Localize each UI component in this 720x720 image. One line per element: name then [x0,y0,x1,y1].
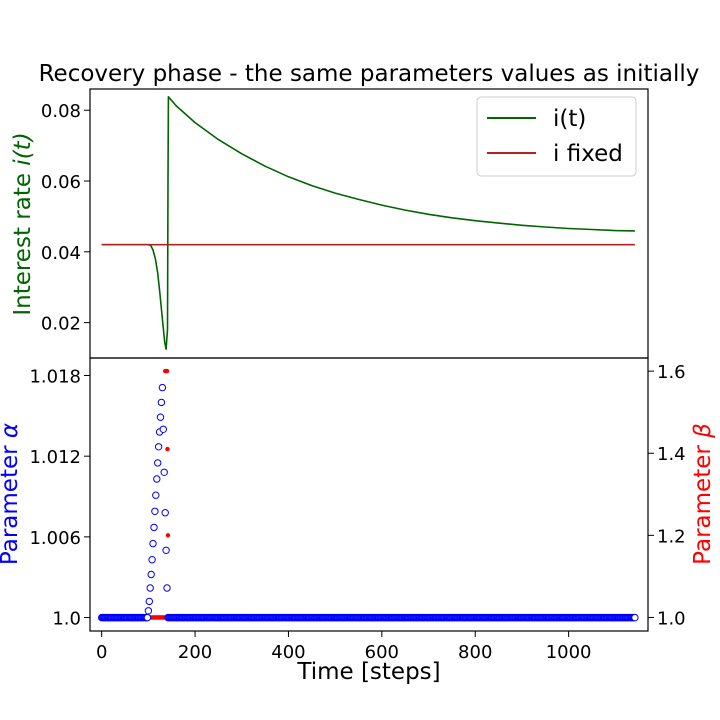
left-y-tick-label: 1.012 [29,447,81,468]
alpha-point [150,523,158,532]
left-y-tick-label: 1.0 [52,609,81,630]
alpha-point [154,459,162,467]
top-y-ticks: 0.02 0.04 0.06 0.08 [41,101,90,335]
alpha-point [157,398,166,407]
x-tick-label: 1000 [546,642,592,663]
top-y-axis-label: Interest rate i(t) [10,132,36,315]
bottom-plot-frame [89,357,649,632]
right-y-tick-label: 1.6 [657,362,686,383]
alpha-point [154,443,163,451]
left-y-tick-label: 1.006 [29,528,81,549]
alpha-point [147,570,155,579]
legend-label-i-t: i(t) [553,106,586,132]
alpha-point [143,613,152,622]
right-y-tick-label: 1.0 [657,608,686,629]
right-y-axis-label-text: Parameter [690,445,716,565]
chart-title: Recovery phase - the same parameters val… [39,61,700,87]
alpha-point [161,509,169,517]
top-y-axis-label-text: Interest rate [10,173,36,316]
left-y-axis-label-text: Parameter [0,445,23,565]
alpha-point [145,597,154,606]
top-y-axis-label-symbol: i(t) [10,132,36,165]
beta-point [165,533,171,538]
right-y-tick-label: 1.4 [657,444,686,465]
alpha-point [148,556,156,564]
top-y-tick-label: 0.04 [41,243,81,264]
bottom-ticks: 0 200 400 600 800 1000 1.0 1.006 1.012 1.018 1.0 1.… [29,362,685,663]
alpha-point [149,539,157,548]
legend-label-i-fixed: i fixed [553,141,623,167]
alpha-point [151,507,159,515]
alpha-point [163,584,171,592]
right-y-axis-label-symbol: β [690,423,716,439]
alpha-point [144,607,153,615]
alpha-point [159,425,168,433]
top-legend: i(t) i fixed [476,96,637,177]
left-y-axis-label: Parameter α [0,423,23,565]
top-y-tick-label: 0.08 [41,101,81,122]
alpha-point [158,383,167,392]
beta-point [165,446,170,452]
top-y-tick-label: 0.02 [41,314,81,335]
bottom-series [98,368,639,622]
x-tick-label: 0 [96,642,107,663]
left-y-axis-label-symbol: α [0,423,23,438]
beta-point [164,368,170,374]
top-y-tick-label: 0.06 [41,172,81,193]
alpha-point [152,491,160,499]
x-tick-label: 800 [458,642,492,663]
alpha-point [156,413,165,421]
alpha-point [160,468,168,476]
alpha-point [146,584,154,592]
x-axis-label: Time [steps] [296,659,440,685]
x-tick-label: 200 [178,642,212,663]
top-panel: Recovery phase - the same parameters val… [10,61,700,359]
top-series [101,96,635,351]
bottom-panel: 0 200 400 600 800 1000 1.0 1.006 1.012 1.018 1.0 1.… [0,357,716,685]
legend-box [476,96,637,177]
left-y-tick-label: 1.018 [29,366,81,387]
right-y-tick-label: 1.2 [657,526,686,547]
x-tick-label: 600 [365,642,399,663]
alpha-point [631,613,639,622]
x-tick-label: 400 [271,642,305,663]
right-y-axis-label: Parameter β [690,423,716,565]
alpha-point [162,546,170,554]
alpha-point [153,475,161,483]
